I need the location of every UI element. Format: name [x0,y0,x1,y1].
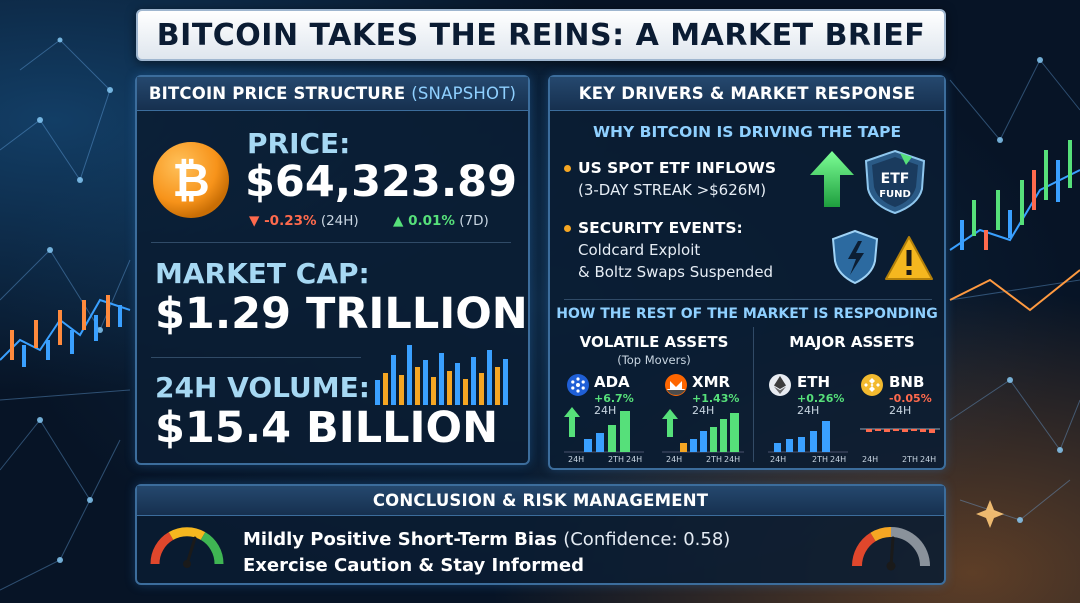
svg-text:₿: ₿ [172,153,210,207]
driver-security-events: SECURITY EVENTS: [564,219,743,237]
driver-etf-inflows: US SPOT ETF INFLOWS [564,159,776,177]
asset-bnb-change: -0.05% [889,392,932,405]
divider [564,299,932,300]
divider [151,242,511,243]
asset-xmr-change: +1.43% [692,392,740,405]
page-title: BITCOIN TAKES THE REINS: A MARKET BRIEF [156,17,926,53]
volume-bars-icon [375,345,508,405]
axis-label: 2TH [902,455,918,464]
axis-label: 24H [724,455,741,464]
etf-badge-line2: FUND [879,189,911,200]
bnb-icon [861,374,883,396]
column-separator [753,327,754,462]
response-heading: HOW THE REST OF THE MARKET IS RESPONDING [556,306,938,322]
monero-icon [665,374,687,396]
bitcoin-price-panel: BITCOIN PRICE STRUCTURE (SNAPSHOT) ₿ PRI… [135,75,530,465]
volatile-sub: (Top Movers) [617,353,691,367]
cardano-icon [567,374,589,396]
asset-bnb-symbol: BNB [889,373,925,391]
axis-label: 24H [920,455,937,464]
asset-eth-symbol: ETH [797,373,831,391]
etf-badge-line1: ETF [881,171,910,187]
axis-label: 2TH [608,455,624,464]
bitcoin-price-panel-title: BITCOIN PRICE STRUCTURE [148,84,406,103]
conclusion-caution: Exercise Caution & Stay Informed [243,555,584,576]
conclusion-panel-header: CONCLUSION & RISK MANAGEMENT [137,486,944,516]
driver-security-title: SECURITY EVENTS: [578,219,743,237]
asset-ada-symbol: ADA [594,373,630,391]
xmr-mini-chart [662,409,744,453]
conclusion-panel-title: CONCLUSION & RISK MANAGEMENT [372,491,709,510]
change-24h: ▼ -0.23% (24H) [249,213,359,229]
bullet-dot [564,225,571,232]
market-cap-value: $1.29 TRILLION [155,289,528,339]
axis-label: 24H [568,455,585,464]
axis-label: 24H [666,455,683,464]
axis-label: 24H [862,455,879,464]
axis-label: 2TH [706,455,722,464]
conclusion-panel: CONCLUSION & RISK MANAGEMENT Mildly Posi… [135,484,946,585]
snapshot-note: (SNAPSHOT) [411,84,517,103]
change-7d-value: ▲ 0.01% [393,213,455,229]
major-heading: MAJOR ASSETS [789,333,915,351]
change-7d: ▲ 0.01% (7D) [393,213,489,229]
bnb-mini-chart [860,428,940,433]
conclusion-confidence: (Confidence: 0.58) [563,529,731,550]
axis-label: 24H [830,455,847,464]
etf-fund-icon: ETF FUND [864,149,926,215]
conclusion-bias: Mildly Positive Short-Term Bias (Confide… [243,529,730,550]
asset-bnb-period: 24H [889,404,912,417]
shield-icon [831,229,879,285]
gauge-icon [150,527,224,568]
change-7d-period: (7D) [459,213,489,229]
market-cap-label: MARKET CAP: [155,257,370,290]
driver-security-detail-1: Coldcard Exploit [578,241,701,259]
gauge-icon [851,526,930,571]
asset-ada-change: +6.7% [594,392,634,405]
warning-icon [885,236,933,280]
key-drivers-panel-title: KEY DRIVERS & MARKET RESPONSE [578,84,916,103]
asset-eth-period: 24H [797,404,820,417]
conclusion-bias-text: Mildly Positive Short-Term Bias [243,529,557,550]
axis-label: 24H [770,455,787,464]
price-value: $64,323.89 [245,157,518,207]
volume-value: $15.4 BILLION [155,403,499,453]
title-banner: BITCOIN TAKES THE REINS: A MARKET BRIEF [136,9,946,61]
arrow-up-icon [810,151,854,207]
driver-etf-title: US SPOT ETF INFLOWS [578,159,777,177]
volume-label: 24H VOLUME: [155,371,370,404]
volatile-heading: VOLATILE ASSETS [579,333,729,351]
driver-etf-detail: (3-DAY STREAK >$626M) [578,181,767,199]
driver-security-detail-2: & Boltz Swaps Suspended [578,263,774,281]
divider [151,357,361,358]
bullet-dot [564,165,571,172]
key-drivers-panel: KEY DRIVERS & MARKET RESPONSE WHY BITCOI… [548,75,946,470]
key-drivers-panel-header: KEY DRIVERS & MARKET RESPONSE [550,77,944,111]
asset-ada-period: 24H [594,404,617,417]
asset-xmr-symbol: XMR [692,373,731,391]
bitcoin-price-panel-header: BITCOIN PRICE STRUCTURE (SNAPSHOT) [137,77,528,111]
asset-xmr-period: 24H [692,404,715,417]
price-label: PRICE: [247,127,351,160]
eth-mini-chart [768,421,848,453]
drivers-heading: WHY BITCOIN IS DRIVING THE TAPE [592,123,902,141]
axis-label: 24H [626,455,643,464]
change-24h-value: ▼ -0.23% [249,213,317,229]
ada-mini-chart [564,407,644,453]
axis-label: 2TH [812,455,828,464]
change-24h-period: (24H) [320,213,359,229]
asset-eth-change: +0.26% [797,392,845,405]
bitcoin-icon: ₿ [153,142,229,218]
ethereum-icon [769,374,791,396]
